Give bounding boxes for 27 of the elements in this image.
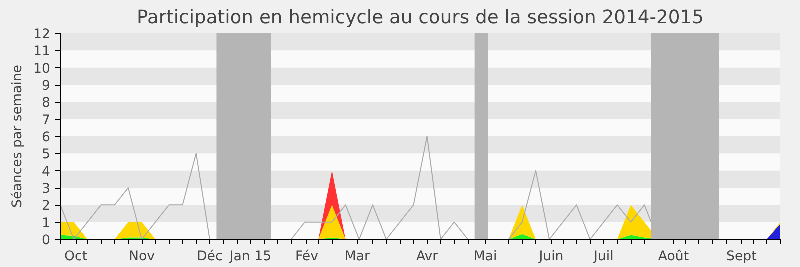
x-tick-label: Nov [129,250,156,264]
x-tick-label: Juil [593,250,614,264]
x-tick-label: Fév [295,250,319,264]
x-tick-label: Juin [538,250,564,264]
y-tick-label: 6 [42,130,51,146]
x-tick-label: Mar [344,250,371,264]
y-tick-label: 1 [42,216,51,232]
x-tick-label: Août [658,250,690,264]
y-tick-label: 2 [42,199,51,214]
y-tick-label: 10 [34,62,51,77]
y-axis-title: Séances par semaine [10,65,26,208]
x-tick-label: Avr [416,250,439,264]
x-tick-label: Jan 15 [228,250,272,264]
y-tick-label: 3 [42,182,51,197]
x-tick-label: Déc [197,250,223,264]
x-tick-label: Sept [726,250,757,264]
chart-title: Participation en hemicycle au cours de la session 2014-2015 [137,8,704,28]
y-tick-label: 5 [42,148,51,163]
x-tick-label: Mai [474,250,498,264]
y-tick-label: 11 [34,44,51,60]
y-tick-label: 0 [42,234,51,248]
y-tick-label: 7 [42,113,51,128]
y-tick-label: 9 [42,79,51,94]
y-tick-label: 8 [42,96,51,112]
x-tick-label: Oct [64,250,88,264]
y-tick-label: 4 [42,164,51,180]
y-tick-label: 12 [34,28,51,42]
